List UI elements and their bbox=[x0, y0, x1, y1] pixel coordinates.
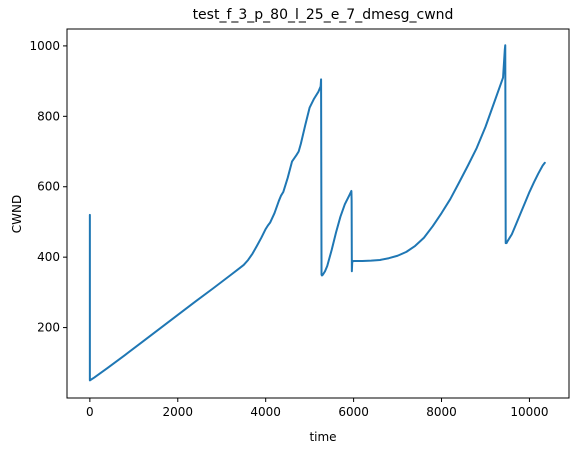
y-tick-label: 800 bbox=[37, 109, 60, 123]
x-axis: 0 2000 4000 6000 8000 10000 bbox=[86, 398, 549, 419]
plot-area bbox=[88, 44, 546, 382]
y-tick-label: 400 bbox=[37, 250, 60, 264]
x-tick-label: 10000 bbox=[510, 405, 548, 419]
x-axis-label: time bbox=[309, 430, 336, 444]
y-axis-label: CWND bbox=[10, 195, 24, 233]
y-tick-label: 200 bbox=[37, 321, 60, 335]
plot-frame bbox=[66, 28, 570, 399]
y-tick-label: 1000 bbox=[29, 39, 60, 53]
x-tick-label: 6000 bbox=[338, 405, 369, 419]
x-tick-label: 0 bbox=[86, 405, 94, 419]
x-tick-label: 4000 bbox=[250, 405, 281, 419]
cwnd-series-line bbox=[88, 44, 546, 382]
chart-title: test_f_3_p_80_l_25_e_7_dmesg_cwnd bbox=[193, 7, 454, 23]
y-tick-label: 600 bbox=[37, 180, 60, 194]
x-tick-label: 8000 bbox=[426, 405, 457, 419]
x-tick-label: 2000 bbox=[163, 405, 194, 419]
y-axis: 200 400 600 800 1000 bbox=[29, 39, 67, 335]
